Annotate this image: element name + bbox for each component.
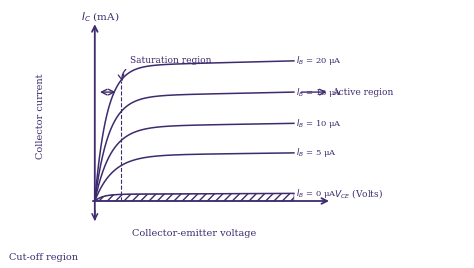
Text: $I_B$ = 10 μA: $I_B$ = 10 μA xyxy=(296,117,342,130)
Text: $I_B$ = 20 μA: $I_B$ = 20 μA xyxy=(296,54,342,67)
Text: $V_{CE}$ (Volts): $V_{CE}$ (Volts) xyxy=(334,187,383,200)
Text: Saturation region: Saturation region xyxy=(130,56,212,65)
Text: Active region: Active region xyxy=(332,88,393,96)
Text: Collector-emitter voltage: Collector-emitter voltage xyxy=(132,229,256,238)
Text: $I_B$ = 15 μA: $I_B$ = 15 μA xyxy=(296,85,342,99)
Text: $I_C$ (mA): $I_C$ (mA) xyxy=(81,11,119,24)
Text: Cut-off region: Cut-off region xyxy=(9,253,79,262)
Text: Collector current: Collector current xyxy=(36,74,45,159)
Text: $I_B$ = 0 μA: $I_B$ = 0 μA xyxy=(296,187,337,200)
Text: $I_B$ = 5 μA: $I_B$ = 5 μA xyxy=(296,146,337,159)
